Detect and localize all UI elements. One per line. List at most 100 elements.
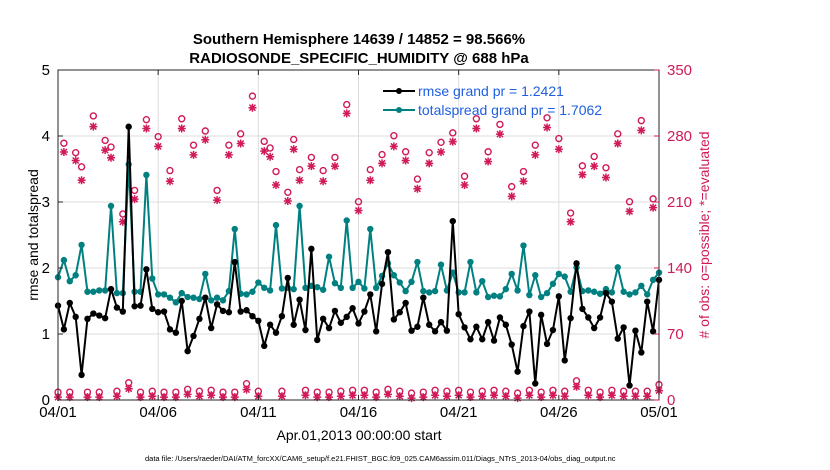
obs-evaluated-point (354, 206, 363, 215)
obs-evaluated-point (419, 393, 428, 402)
obs-possible-point (178, 115, 186, 123)
y-axis-label: rmse and totalspread (25, 169, 41, 301)
spread-point (143, 171, 150, 179)
y2-tick-label: 350 (667, 62, 692, 79)
rmse-point (319, 315, 327, 323)
spread-point (567, 288, 574, 295)
obs-evaluated-point (213, 196, 222, 205)
obs-possible-point (260, 137, 268, 146)
rmse-point (502, 321, 510, 328)
obs-possible-point (496, 120, 504, 129)
obs-possible-point (289, 135, 298, 144)
rmse-point (66, 299, 73, 307)
spread-point (414, 258, 421, 266)
obs-possible-point (366, 165, 374, 174)
obs-evaluated-point (319, 177, 328, 186)
spread-point (484, 293, 492, 301)
obs-evaluated-point (224, 150, 233, 159)
spread-point (420, 287, 427, 295)
rmse-point (473, 323, 480, 330)
obs-evaluated-point (342, 109, 351, 118)
y-tick-label: 5 (42, 62, 50, 79)
rmse-point (302, 326, 309, 334)
rmse-point (608, 298, 616, 305)
y2-tick-label: 280 (667, 128, 692, 145)
obs-evaluated-point (607, 391, 616, 400)
obs-evaluated-point (289, 145, 298, 154)
spread-point (302, 284, 309, 291)
spread-point (361, 285, 368, 292)
obs-possible-point (590, 152, 598, 161)
rmse-point (113, 304, 121, 311)
obs-evaluated-point (625, 207, 634, 216)
y2-tick-label: 0 (667, 392, 675, 409)
spread-point (113, 289, 121, 297)
spread-point (219, 297, 227, 304)
rmse-point (526, 308, 533, 315)
rmse-point (549, 326, 557, 334)
obs-evaluated-point (189, 150, 198, 159)
obs-evaluated-point (525, 391, 534, 400)
spread-point (60, 256, 68, 264)
rmse-point (632, 327, 639, 334)
obs-evaluated-point (649, 203, 658, 212)
spread-point (178, 289, 185, 297)
rmse-point (107, 285, 115, 293)
rmse-point (426, 321, 433, 328)
rmse-point (349, 305, 356, 312)
rmse-point (90, 310, 97, 317)
obs-evaluated-point (566, 217, 575, 226)
spread-point (261, 284, 268, 291)
obs-evaluated-point (584, 391, 593, 400)
spread-point (349, 284, 356, 291)
rmse-point (431, 328, 439, 335)
obs-evaluated-point (154, 142, 163, 151)
obs-evaluated-point (301, 391, 310, 400)
obs-possible-point (101, 136, 109, 145)
rmse-point (96, 312, 103, 319)
rmse-point (449, 217, 456, 225)
rmse-point (84, 315, 91, 323)
spread-point (213, 294, 221, 301)
chart-subtitle: RADIOSONDE_SPECIFIC_HUMIDITY @ 688 hPa (189, 50, 529, 67)
spread-point (596, 290, 604, 297)
spread-point (272, 221, 280, 229)
obs-possible-point (602, 164, 610, 172)
spread-point (549, 280, 557, 288)
spread-point (408, 278, 415, 286)
rmse-point (249, 312, 256, 320)
spread-point (473, 289, 480, 296)
obs-evaluated-point (336, 392, 345, 401)
spread-point (561, 273, 568, 280)
spread-point (196, 295, 203, 303)
spread-point (496, 293, 504, 300)
legend-spread-label: totalspread grand pr = 1.7062 (418, 102, 602, 118)
rmse-series (54, 123, 663, 389)
obs-evaluated-point (65, 393, 74, 402)
obs-possible-point (236, 130, 245, 138)
obs-possible-point (295, 165, 304, 174)
rmse-point (620, 324, 627, 331)
obs-evaluated-point (513, 394, 522, 403)
y-tick-label: 1 (42, 326, 50, 343)
spread-point (614, 264, 621, 271)
obs-possible-point (484, 148, 492, 156)
spread-point (355, 278, 362, 286)
rmse-point (490, 337, 498, 344)
rmse-point (537, 311, 545, 319)
rmse-point (555, 293, 563, 300)
rmse-point (532, 380, 539, 387)
obs-evaluated-point (484, 157, 493, 166)
rmse-point (508, 341, 515, 348)
spread-point (426, 289, 433, 296)
obs-possible-point (248, 92, 257, 100)
rmse-point (308, 245, 315, 253)
obs-evaluated-point (77, 176, 86, 185)
rmse-point (602, 289, 610, 297)
obs-evaluated-point (436, 148, 445, 157)
legend-rmse-marker (396, 88, 402, 94)
obs-possible-point (543, 114, 551, 122)
obs-possible-point (89, 112, 98, 120)
obs-evaluated-point (501, 392, 510, 401)
